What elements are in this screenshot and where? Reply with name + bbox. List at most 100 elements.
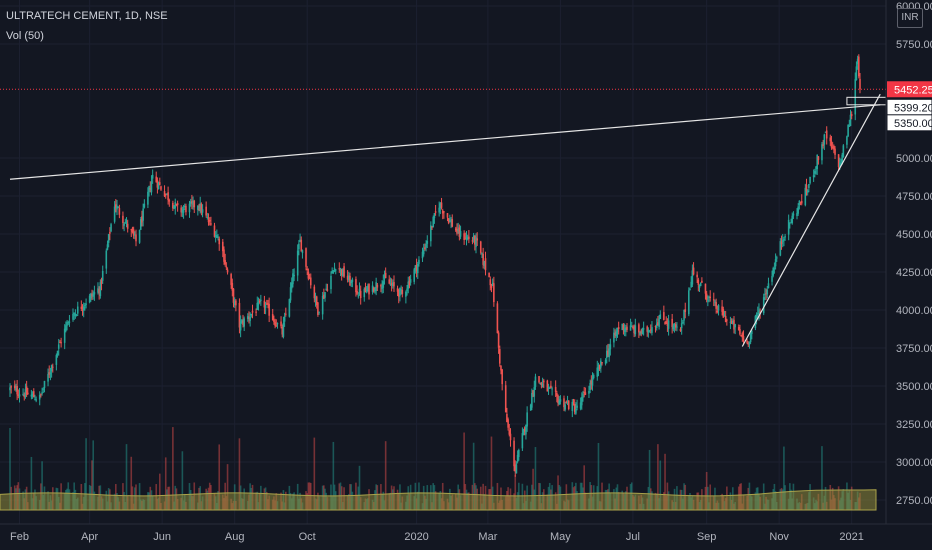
candle-body bbox=[56, 350, 59, 356]
candle-body bbox=[73, 313, 75, 315]
candle-body bbox=[834, 148, 836, 155]
candle-body bbox=[701, 280, 703, 283]
candle-body bbox=[456, 229, 458, 234]
candle-body bbox=[780, 241, 783, 244]
candle-body bbox=[489, 279, 492, 286]
candle-body bbox=[97, 288, 99, 293]
candle-body bbox=[158, 182, 161, 185]
candle-body bbox=[566, 402, 569, 404]
volume-bar bbox=[463, 432, 465, 510]
price-tick-label: 4750.00 bbox=[896, 191, 932, 203]
trendline-resistance[interactable] bbox=[9, 104, 881, 180]
candle-body bbox=[630, 326, 633, 328]
candle-body bbox=[707, 300, 709, 302]
trendline-support[interactable] bbox=[741, 93, 881, 347]
candle-body bbox=[48, 372, 51, 375]
candle-body bbox=[497, 332, 500, 348]
candle-body bbox=[308, 277, 311, 279]
candle-body bbox=[737, 327, 740, 331]
candle-body bbox=[548, 387, 551, 389]
volume-bar bbox=[9, 427, 11, 510]
candle-body bbox=[380, 285, 382, 287]
candle-body bbox=[174, 202, 177, 209]
candle-body bbox=[371, 285, 374, 292]
candle-body bbox=[666, 322, 669, 326]
candle-body bbox=[163, 191, 166, 197]
volume-bar bbox=[534, 447, 537, 510]
level-box[interactable] bbox=[846, 96, 887, 106]
currency-badge[interactable]: INR bbox=[897, 8, 923, 28]
candle-body bbox=[414, 265, 417, 270]
candle-body bbox=[740, 335, 742, 337]
candle-body bbox=[141, 216, 143, 223]
candle-body bbox=[43, 380, 46, 388]
price-tag-box bbox=[886, 114, 932, 132]
candle-body bbox=[405, 291, 407, 297]
volume-bar bbox=[313, 437, 316, 510]
candle-body bbox=[617, 327, 620, 330]
candle-body bbox=[679, 328, 682, 332]
candle-body bbox=[384, 272, 387, 279]
candle-body bbox=[479, 241, 482, 253]
candle-body bbox=[180, 207, 182, 213]
candle-body bbox=[638, 324, 640, 333]
candle-body bbox=[330, 275, 332, 290]
candle-body bbox=[90, 293, 92, 299]
candle-body bbox=[355, 279, 357, 293]
price-tick-label: 3000.00 bbox=[896, 457, 932, 469]
candle-body bbox=[232, 288, 235, 303]
candle-body bbox=[138, 229, 141, 243]
candle-body bbox=[299, 239, 301, 243]
candle-body bbox=[100, 279, 103, 284]
candle-body bbox=[449, 219, 451, 221]
candle-body bbox=[221, 241, 224, 252]
candle-body bbox=[850, 114, 853, 117]
candle-body bbox=[273, 319, 275, 322]
symbol-legend[interactable]: ULTRATECH CEMENT, 1D, NSE bbox=[6, 10, 168, 22]
candle-body bbox=[307, 271, 310, 279]
candle-body bbox=[268, 303, 270, 316]
price-axis-background[interactable] bbox=[886, 0, 932, 524]
volume-bar bbox=[30, 456, 33, 510]
candle-body bbox=[837, 154, 840, 168]
candle-body bbox=[772, 267, 775, 276]
candle-body bbox=[85, 303, 87, 305]
candle-body bbox=[692, 267, 695, 275]
candle-body bbox=[550, 385, 552, 388]
candle-body bbox=[526, 412, 528, 427]
candle-body bbox=[226, 269, 229, 273]
candle-body bbox=[506, 413, 508, 423]
candle-body bbox=[567, 400, 570, 410]
candle-body bbox=[771, 276, 773, 282]
price-tick-label: 5750.00 bbox=[896, 39, 932, 51]
candle-body bbox=[762, 297, 765, 314]
candle-body bbox=[513, 440, 515, 467]
candle-body bbox=[388, 279, 391, 284]
candle-body bbox=[576, 405, 578, 408]
candle-body bbox=[447, 218, 450, 224]
candle-body bbox=[522, 429, 525, 435]
candle-body bbox=[55, 355, 58, 365]
candle-body bbox=[848, 125, 851, 127]
candle-body bbox=[242, 321, 244, 326]
candle-body bbox=[849, 114, 852, 126]
candle-body bbox=[751, 330, 753, 335]
candle-body bbox=[831, 146, 834, 148]
candle-body bbox=[201, 209, 204, 213]
candle-body bbox=[739, 328, 741, 335]
candle-body bbox=[343, 266, 345, 277]
candle-body bbox=[601, 362, 603, 364]
candle-body bbox=[651, 327, 653, 333]
candle-body bbox=[764, 294, 766, 296]
time-axis-background[interactable] bbox=[0, 524, 932, 550]
candle-body bbox=[338, 268, 341, 270]
candle-body bbox=[271, 314, 274, 321]
candle-body bbox=[257, 302, 260, 306]
candle-body bbox=[399, 287, 401, 296]
volume-legend[interactable]: Vol (50) bbox=[6, 30, 44, 42]
candle-body bbox=[708, 297, 710, 299]
candle-body bbox=[805, 184, 808, 192]
candle-body bbox=[613, 332, 615, 343]
candle-body bbox=[779, 241, 782, 256]
